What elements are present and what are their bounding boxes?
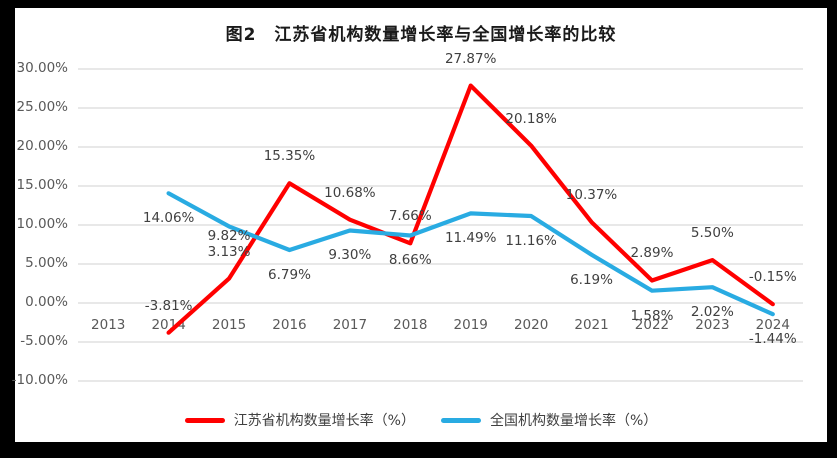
- y-tick-label: 15.00%: [16, 177, 68, 193]
- data-label-2021-s1: 6.19%: [570, 271, 613, 288]
- x-tick-label: 2018: [393, 317, 428, 333]
- data-label-2019-s0: 27.87%: [444, 50, 497, 67]
- x-tick-label: 2020: [513, 317, 549, 333]
- data-label-2020-s1: 11.16%: [505, 232, 557, 249]
- x-tick-label: 2016: [272, 317, 307, 333]
- data-label-2017-s1: 9.30%: [328, 247, 372, 264]
- data-label-2014-s1: 14.06%: [142, 210, 195, 227]
- legend-label-national: 全国机构数量增长率（%）: [490, 413, 658, 429]
- legend-item-national: 全国机构数量增长率（%）: [441, 410, 657, 430]
- legend-item-jiangsu: 江苏省机构数量增长率（%）: [184, 410, 415, 430]
- data-label-2015-s0: 3.13%: [207, 243, 251, 260]
- data-label-2014-s0: -3.81%: [144, 297, 193, 314]
- data-label-2024-s0: -0.15%: [748, 269, 797, 286]
- y-tick-label: 20.00%: [16, 138, 68, 154]
- y-tick-label: 0.00%: [25, 294, 68, 310]
- data-label-2020-s0: 20.18%: [505, 110, 557, 127]
- data-label-2021-s0: 10.37%: [565, 187, 618, 204]
- data-label-2019-s1: 11.49%: [444, 230, 497, 247]
- series-line-1: [166, 191, 775, 317]
- x-tick-label: 2019: [453, 317, 488, 333]
- x-tick-label: 2013: [91, 317, 126, 333]
- y-tick-label: 5.00%: [25, 255, 68, 271]
- chart-title: 图2 江苏省机构数量增长率与全国增长率的比较: [225, 25, 617, 45]
- x-tick-label: 2021: [574, 317, 609, 333]
- y-tick-label: 30.00%: [16, 60, 68, 76]
- data-label-2024-s1: -1.44%: [748, 331, 797, 348]
- y-tick-label: -10.00%: [11, 372, 68, 388]
- data-label-2022-s0: 2.89%: [630, 245, 674, 262]
- series-line-0: [166, 83, 775, 335]
- legend-swatch-red-line: [184, 417, 225, 423]
- y-tick-label: 25.00%: [16, 99, 68, 115]
- chart-plot-area: [78, 68, 803, 382]
- data-label-2018-s0: 7.66%: [388, 208, 432, 225]
- data-label-2017-s0: 10.68%: [324, 184, 376, 201]
- data-label-2023-s0: 5.50%: [690, 225, 734, 242]
- chart-legend: 江苏省机构数量增长率（%） 全国机构数量增长率（%）: [15, 410, 827, 430]
- data-label-2015-s1: 9.82%: [207, 228, 251, 245]
- x-tick-label: 2014: [151, 317, 186, 333]
- y-tick-label: 10.00%: [16, 216, 68, 232]
- x-tick-label: 2024: [755, 317, 790, 333]
- data-label-2018-s1: 8.66%: [388, 252, 432, 269]
- x-tick-label: 2015: [211, 317, 247, 333]
- x-tick-label: 2017: [332, 317, 368, 333]
- data-label-2022-s1: 1.58%: [630, 307, 674, 324]
- y-tick-label: -5.00%: [20, 333, 68, 349]
- legend-label-jiangsu: 江苏省机构数量增长率（%）: [233, 413, 415, 429]
- data-label-2016-s0: 15.35%: [263, 148, 316, 165]
- x-tick-label: 2023: [695, 317, 730, 333]
- legend-swatch-blue-line: [441, 417, 481, 423]
- chart-canvas: 图2 江苏省机构数量增长率与全国增长率的比较 30.00% 25.00% 20.00…: [12, 8, 827, 442]
- data-label-2016-s1: 6.79%: [268, 267, 311, 284]
- data-label-2023-s1: 2.02%: [690, 304, 734, 321]
- x-tick-label: 2022: [634, 317, 670, 333]
